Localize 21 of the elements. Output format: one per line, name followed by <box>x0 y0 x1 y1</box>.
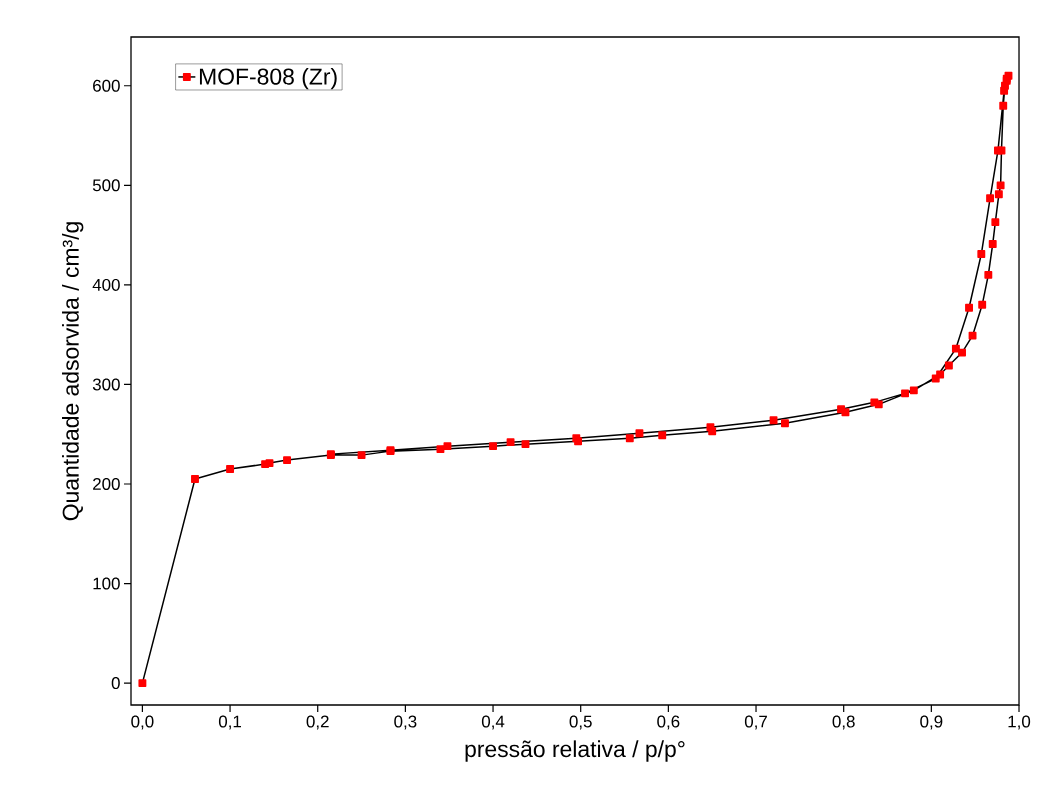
x-tick-label: 0,7 <box>744 715 767 730</box>
x-axis-title: pressão relativa / p/p° <box>465 740 685 762</box>
x-tick-label: 0,9 <box>920 715 943 730</box>
y-tick-label: 200 <box>93 477 120 490</box>
x-tick-label: 0,1 <box>218 715 241 730</box>
y-tick-label: 100 <box>93 577 120 590</box>
x-tick-label: 0,0 <box>131 715 154 730</box>
x-tick-label: 0,2 <box>306 715 329 730</box>
y-tick-label: 500 <box>92 179 120 192</box>
x-tick-label: 0,4 <box>481 715 505 730</box>
x-tick-label: 0,3 <box>394 715 417 730</box>
x-tick-label: 0,5 <box>569 715 592 730</box>
legend-label: MOF-808 (Zr) <box>199 67 337 90</box>
x-tick-label: 1,0 <box>1008 715 1031 730</box>
x-tick-label: 0,8 <box>832 715 855 730</box>
x-tick-label: 0,6 <box>657 715 680 730</box>
y-tick-label: 300 <box>92 378 120 391</box>
y-axis-title: Quantidade adsorvida / cm³/g <box>62 222 84 521</box>
y-tick-label: 0 <box>111 677 120 690</box>
y-tick-label: 600 <box>93 79 120 92</box>
y-tick-label: 400 <box>92 278 120 291</box>
